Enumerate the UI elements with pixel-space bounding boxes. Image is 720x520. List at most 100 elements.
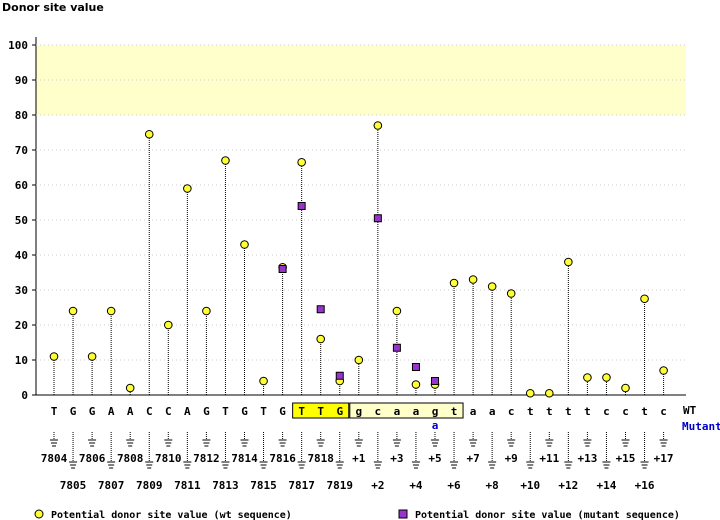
position-label: +5 — [428, 452, 441, 465]
wt-base: a — [413, 405, 420, 418]
wt-point — [373, 121, 383, 130]
wt-point — [164, 320, 173, 330]
wt-point — [602, 373, 611, 382]
wt-base: t — [527, 405, 534, 418]
wt-base: C — [165, 405, 172, 418]
wt-point — [202, 306, 211, 316]
position-label: 7806 — [79, 452, 106, 465]
mutant-point — [373, 214, 382, 223]
position-label: +9 — [505, 452, 518, 465]
position-label: +6 — [447, 479, 461, 492]
position-label: +8 — [486, 479, 499, 492]
wt-base: G — [336, 405, 343, 418]
position-label: 7819 — [327, 479, 354, 492]
y-tick-label: 10 — [15, 354, 28, 367]
wt-point — [545, 388, 554, 398]
wt-point — [240, 240, 249, 249]
wt-point — [621, 383, 630, 393]
position-label: +4 — [409, 479, 423, 492]
wt-base: T — [222, 405, 229, 418]
position-label: 7817 — [288, 479, 315, 492]
wt-point — [411, 380, 421, 389]
position-label: 7816 — [269, 452, 296, 465]
wt-base: G — [70, 405, 77, 418]
wt-base: c — [622, 405, 629, 418]
wt-point — [183, 184, 192, 193]
position-label: +16 — [635, 479, 655, 492]
wt-point — [106, 306, 116, 316]
wt-point — [525, 388, 535, 398]
wt-base: T — [260, 405, 267, 418]
wt-base: g — [432, 405, 439, 418]
mutant-point — [392, 343, 401, 352]
mutant-point — [297, 202, 306, 210]
wt-base: c — [375, 405, 382, 418]
position-label: 7812 — [193, 452, 220, 465]
y-tick-label: 50 — [15, 214, 28, 227]
wt-base: t — [565, 405, 572, 418]
y-tick-label: 100 — [8, 39, 28, 52]
wt-base: G — [89, 405, 96, 418]
wt-point — [468, 275, 478, 284]
position-label: 7810 — [155, 452, 182, 465]
y-tick-label: 80 — [15, 109, 28, 122]
legend-wt-label: Potential donor site value (wt sequence) — [51, 509, 292, 520]
y-tick-label: 0 — [21, 389, 28, 402]
position-label: +11 — [539, 452, 559, 465]
wt-point — [392, 306, 402, 316]
legend-mutant-label: Potential donor site value (mutant seque… — [415, 509, 680, 520]
mutant-point — [278, 265, 287, 273]
wt-base: A — [184, 405, 191, 418]
position-label: +7 — [466, 452, 479, 465]
y-tick-label: 90 — [15, 74, 28, 87]
wt-base: G — [241, 405, 248, 418]
wt-point — [259, 376, 268, 386]
stem-lines — [53, 125, 665, 395]
position-label: 7815 — [250, 479, 277, 492]
y-tick-label: 40 — [15, 249, 28, 262]
position-label: +3 — [390, 452, 403, 465]
position-label: +10 — [520, 479, 540, 492]
position-label: 7814 — [231, 452, 258, 465]
wt-base: g — [355, 405, 362, 418]
wt-point — [125, 383, 135, 393]
wt-point — [640, 294, 649, 304]
legend: Potential donor site value (wt sequence)… — [34, 509, 680, 520]
position-label: +17 — [654, 452, 674, 465]
wt-base: a — [394, 405, 401, 418]
y-tick-label: 30 — [15, 284, 28, 297]
wt-point — [659, 366, 668, 375]
position-label: 7818 — [307, 452, 334, 465]
position-label: +13 — [577, 452, 597, 465]
wt-base: c — [508, 405, 515, 418]
y-tick-label: 20 — [15, 319, 28, 332]
wt-point — [583, 373, 592, 382]
wt-point — [316, 334, 326, 344]
wt-point — [564, 257, 573, 267]
wt-base: t — [546, 405, 553, 418]
wt-base: A — [108, 405, 115, 418]
y-axis: 0 10 20 30 40 50 60 70 80 90 100 — [8, 37, 686, 402]
mutant-point — [316, 305, 325, 314]
position-label: 7811 — [174, 479, 201, 492]
wt-point — [449, 278, 459, 288]
wt-base: a — [489, 405, 496, 418]
wt-point — [297, 157, 306, 167]
wt-base: c — [660, 405, 667, 418]
wt-point — [68, 306, 78, 316]
wt-base: a — [470, 405, 477, 418]
position-label: +1 — [352, 452, 366, 465]
wt-point — [221, 156, 230, 165]
position-label: 7804 — [41, 452, 68, 465]
wt-base: T — [298, 405, 305, 418]
position-label: 7805 — [60, 479, 87, 492]
legend-wt-marker — [34, 509, 44, 519]
wt-point — [354, 355, 364, 365]
position-label: +12 — [558, 479, 578, 492]
wt-point — [87, 352, 97, 361]
position-label: 7807 — [98, 479, 125, 492]
data-markers — [49, 121, 668, 398]
mutant-base: a — [432, 419, 439, 432]
wt-base: T — [51, 405, 58, 418]
